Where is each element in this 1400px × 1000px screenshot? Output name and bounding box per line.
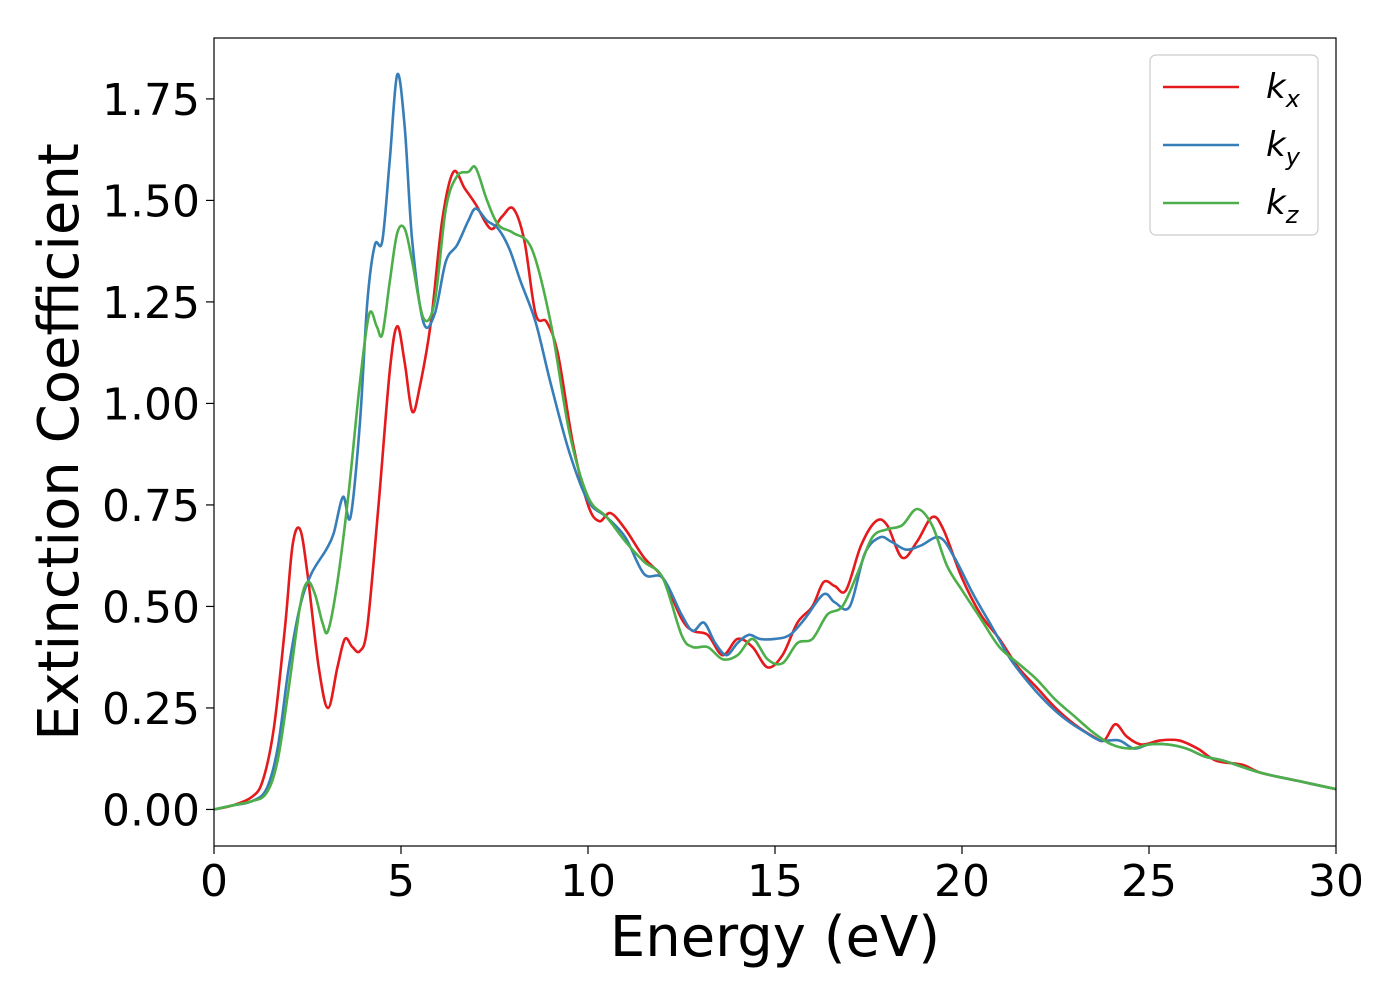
y-tick-label: 0.75 (102, 481, 200, 532)
y-tick-label: 1.75 (102, 75, 200, 126)
legend-label-x: kx (1266, 67, 1301, 113)
plot-area (214, 38, 1336, 846)
legend-label-y: ky (1266, 125, 1301, 171)
y-tick-label: 0.25 (102, 684, 200, 735)
x-axis-label: Energy (eV) (610, 905, 940, 970)
y-tick-label: 1.00 (102, 379, 200, 430)
y-axis: 0.00 0.25 0.50 0.75 1.00 1.25 1.50 1.75 (102, 75, 214, 836)
y-tick-label: 0.50 (102, 582, 200, 633)
x-tick-label: 5 (387, 856, 415, 907)
series-line-z (213, 165, 1337, 811)
x-tick-label: 20 (934, 856, 990, 907)
x-axis: 0 5 10 15 20 25 30 (200, 846, 1364, 907)
x-tick-label: 10 (560, 856, 616, 907)
y-tick-label: 0.00 (102, 785, 200, 836)
y-tick-label: 1.25 (102, 278, 200, 329)
series-group (213, 72, 1337, 811)
series-line-x (213, 169, 1337, 811)
x-tick-label: 30 (1308, 856, 1364, 907)
x-tick-label: 25 (1121, 856, 1177, 907)
legend: kx ky kz (1149, 54, 1319, 236)
x-tick-label: 15 (747, 856, 803, 907)
legend-label-z: kz (1266, 183, 1300, 229)
y-axis-label: Extinction Coefficient (27, 143, 92, 741)
y-tick-label: 1.50 (102, 176, 200, 227)
x-tick-label: 0 (200, 856, 228, 907)
